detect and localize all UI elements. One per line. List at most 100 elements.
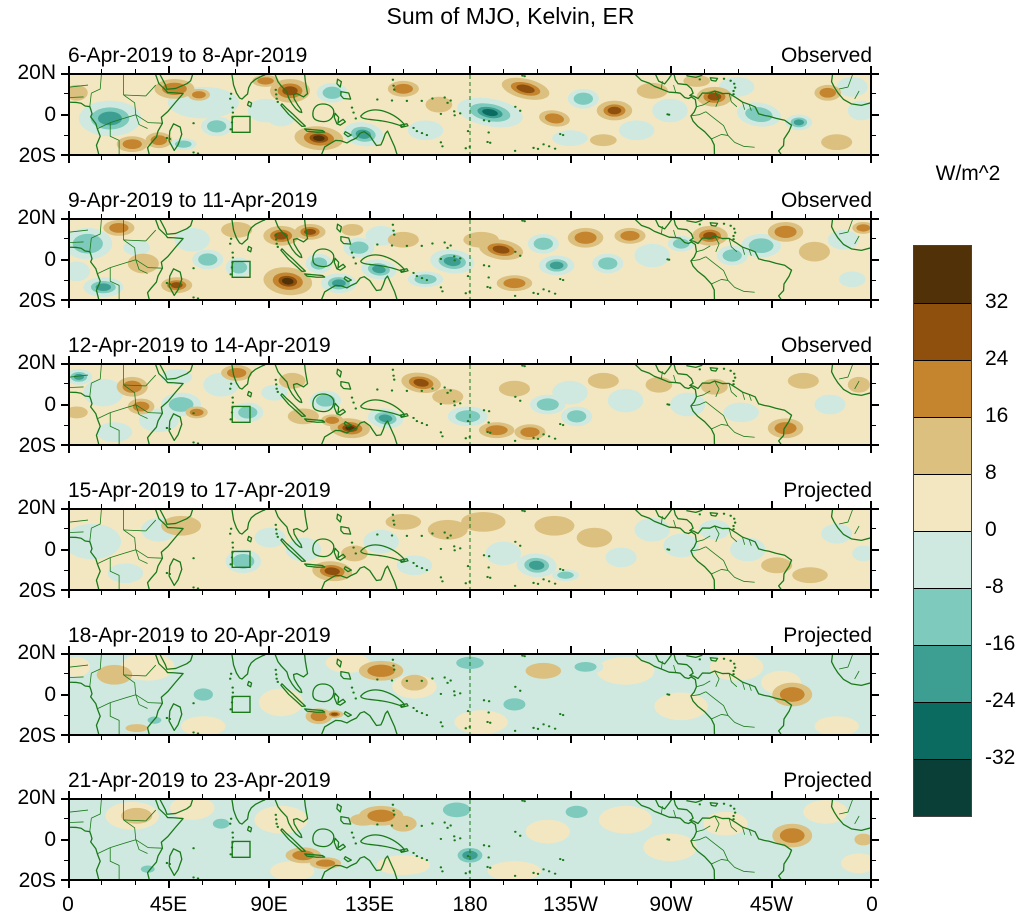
axis-tick [268,156,270,163]
axis-tick [469,301,471,308]
axis-tick [61,879,68,881]
axis-tick [469,501,471,508]
axis-tick [872,154,879,156]
axis-tick [61,218,68,220]
axis-tick [201,156,203,160]
axis-tick [569,156,572,163]
axis-tick [402,214,404,218]
axis-tick [872,299,879,301]
panel-5-status-label: Projected [783,624,872,647]
axis-tick [68,881,70,888]
axis-tick [167,156,170,163]
panel-3-date-range: 12-Apr-2019 to 14-Apr-2019 [68,334,331,357]
axis-tick [268,446,270,453]
axis-tick [436,649,437,653]
axis-tick [503,301,504,305]
axis-tick [64,134,68,136]
axis-tick [536,156,538,160]
axis-tick [704,649,705,653]
axis-tick [872,734,879,736]
axis-tick [872,508,879,510]
x-tick-label: 180 [452,893,488,916]
axis-tick [804,446,806,450]
x-tick-label: 45E [149,893,188,916]
axis-tick [436,591,437,595]
y-tick-label: 20S [18,144,56,167]
axis-tick [838,504,839,508]
axis-tick [503,736,504,740]
colorbar-segment [914,531,971,588]
axis-tick [872,528,876,530]
axis-tick [804,591,806,595]
axis-tick [101,591,102,595]
axis-tick [469,446,471,453]
axis-tick [302,591,303,595]
axis-tick [64,714,68,716]
colorbar-tick-label: 16 [985,404,1009,427]
axis-tick [870,211,872,218]
axis-tick [870,301,872,308]
axis-tick [637,214,638,218]
panel-6: 21-Apr-2019 to 23-Apr-2019 Projected 20N… [17,769,879,892]
axis-tick [704,301,705,305]
axis-tick [436,359,437,363]
axis-tick [368,881,371,888]
colorbar-segment [914,474,971,531]
axis-tick [64,569,68,571]
y-tick-label: 20S [18,579,56,602]
colorbar-segment [914,702,971,759]
axis-tick [268,791,270,798]
axis-tick [603,591,605,595]
axis-tick [335,301,337,305]
axis-tick [804,156,806,160]
axis-tick [569,501,572,508]
colorbar-segment [914,759,971,816]
axis-tick [704,794,705,798]
panel-2: 9-Apr-2019 to 11-Apr-2019 Observed 20N 0 2… [17,189,879,312]
axis-tick [167,591,170,598]
x-tick-label: 0 [866,893,878,916]
axis-tick [101,301,102,305]
axis-tick [436,504,437,508]
axis-tick [569,736,572,743]
axis-tick [134,794,136,798]
colorbar-tick-label: -8 [985,575,1004,598]
contour-map-svg [70,510,870,589]
axis-tick [770,211,773,218]
y-tick-label: 20N [17,786,56,809]
axis-tick [61,734,68,736]
axis-tick [870,156,872,163]
axis-tick [134,649,136,653]
axis-tick [101,156,102,160]
axis-tick [503,649,504,653]
panel-2-date-range: 9-Apr-2019 to 11-Apr-2019 [68,189,318,212]
contour-map-svg [70,365,870,444]
axis-tick [268,356,270,363]
axis-tick [503,591,504,595]
axis-tick [838,881,839,885]
axis-tick [737,504,739,508]
axis-tick [134,446,136,450]
axis-tick [201,649,203,653]
axis-tick [68,646,70,653]
axis-tick [235,591,236,595]
axis-tick [704,736,705,740]
axis-tick [68,736,70,743]
axis-tick [872,383,876,385]
axis-tick [201,359,203,363]
colorbar-tick-label: 32 [985,290,1009,313]
axis-tick [838,301,839,305]
axis-tick [61,589,68,591]
axis-tick [167,501,170,508]
axis-tick [134,156,136,160]
axis-tick [167,646,170,653]
axis-tick [704,446,705,450]
axis-tick [61,73,68,75]
axis-tick [603,881,605,885]
axis-tick [804,214,806,218]
axis-tick [536,214,538,218]
y-tick-label: 20S [18,869,56,892]
axis-tick [101,446,102,450]
axis-tick [872,548,879,551]
axis-tick [268,646,270,653]
